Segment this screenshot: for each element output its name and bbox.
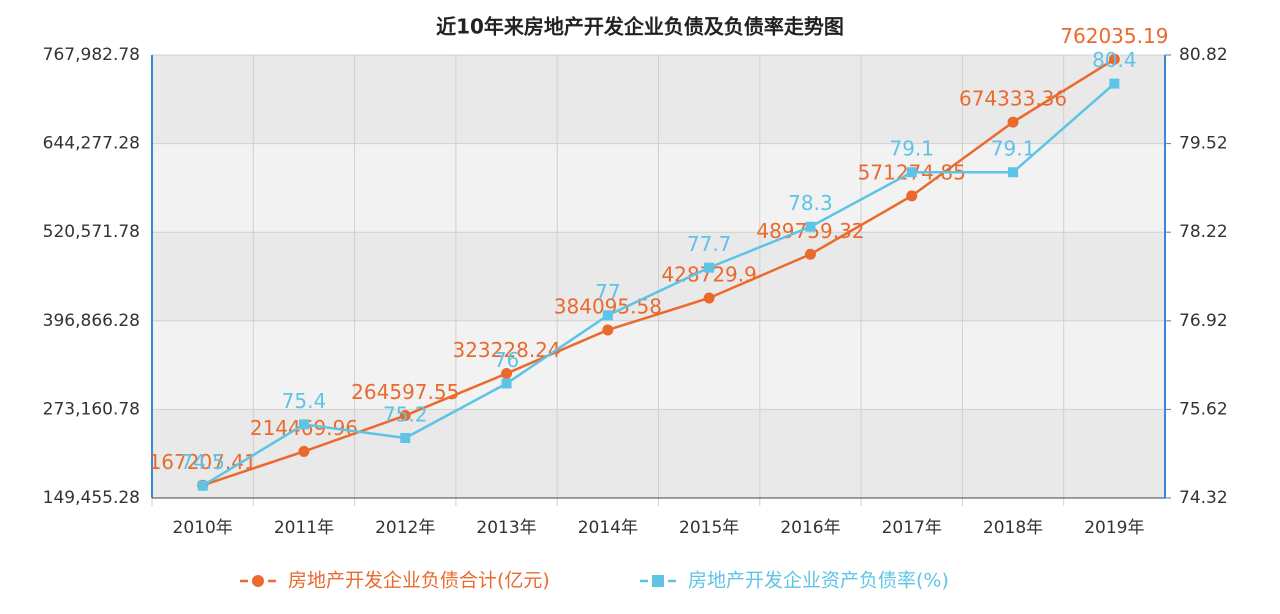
point <box>805 221 816 232</box>
x-tick-label: 2012年 <box>375 518 435 538</box>
series-line <box>202 82 1116 487</box>
y-tick-label: 767,982.78 <box>43 45 140 65</box>
x-tick-label: 2016年 <box>780 518 840 538</box>
data-label: 79.1 <box>991 137 1036 161</box>
data-label: 77.7 <box>687 232 732 256</box>
data-label: 78.3 <box>788 191 833 215</box>
point <box>1108 53 1120 65</box>
data-label: 264597.55 <box>351 380 459 404</box>
x-tick-label: 2010年 <box>173 518 233 538</box>
data-label: 74.5 <box>180 450 225 474</box>
y2-tick-label: 79.52 <box>1179 134 1228 154</box>
point <box>400 433 411 444</box>
data-label: 80.4 <box>1092 48 1137 72</box>
point <box>906 190 918 202</box>
y2-tick-label: 76.92 <box>1179 311 1228 331</box>
point <box>804 248 816 260</box>
legend-label: 房地产开发企业资产负债率(%) <box>688 570 949 592</box>
point <box>197 480 208 491</box>
point <box>1007 116 1019 128</box>
series-line <box>202 58 1116 487</box>
legend-label: 房地产开发企业负债合计(亿元) <box>288 570 550 592</box>
y-tick-label: 520,571.78 <box>43 222 140 242</box>
point <box>602 324 614 336</box>
data-label: 762035.19 <box>1060 24 1168 48</box>
data-label: 674333.36 <box>959 87 1067 111</box>
x-tick-label: 2017年 <box>882 518 942 538</box>
point <box>1109 78 1120 89</box>
y2-tick-label: 78.22 <box>1179 222 1228 242</box>
x-tick-label: 2014年 <box>578 518 638 538</box>
point <box>501 368 513 380</box>
point <box>602 310 613 321</box>
y2-tick-label: 74.32 <box>1179 488 1228 508</box>
point <box>298 445 310 457</box>
point <box>703 292 715 304</box>
y-tick-label: 273,160.78 <box>43 399 140 419</box>
point <box>298 419 309 430</box>
x-tick-label: 2013年 <box>476 518 536 538</box>
data-label: 76 <box>494 348 519 372</box>
point <box>1008 167 1019 178</box>
data-label: 75.4 <box>282 389 327 413</box>
x-tick-label: 2015年 <box>679 518 739 538</box>
data-label: 77 <box>595 280 620 304</box>
point <box>906 167 917 178</box>
x-tick-label: 2011年 <box>274 518 334 538</box>
data-label: 75.2 <box>383 403 428 427</box>
data-label: 79.1 <box>889 137 934 161</box>
y-tick-label: 644,277.28 <box>43 134 140 154</box>
legend-marker <box>252 575 264 587</box>
x-tick-label: 2018年 <box>983 518 1043 538</box>
y-tick-label: 396,866.28 <box>43 311 140 331</box>
point <box>399 410 411 422</box>
data-label: 167207.41 <box>149 450 257 474</box>
y2-tick-label: 75.62 <box>1179 399 1228 419</box>
legend-marker <box>652 575 664 587</box>
y-tick-label: 149,455.28 <box>43 488 140 508</box>
chart-title: 近10年来房地产开发企业负债及负债率走势图 <box>436 15 844 39</box>
point <box>704 262 715 273</box>
point <box>501 378 512 389</box>
y2-tick-label: 80.82 <box>1179 45 1228 65</box>
x-tick-label: 2019年 <box>1084 518 1144 538</box>
